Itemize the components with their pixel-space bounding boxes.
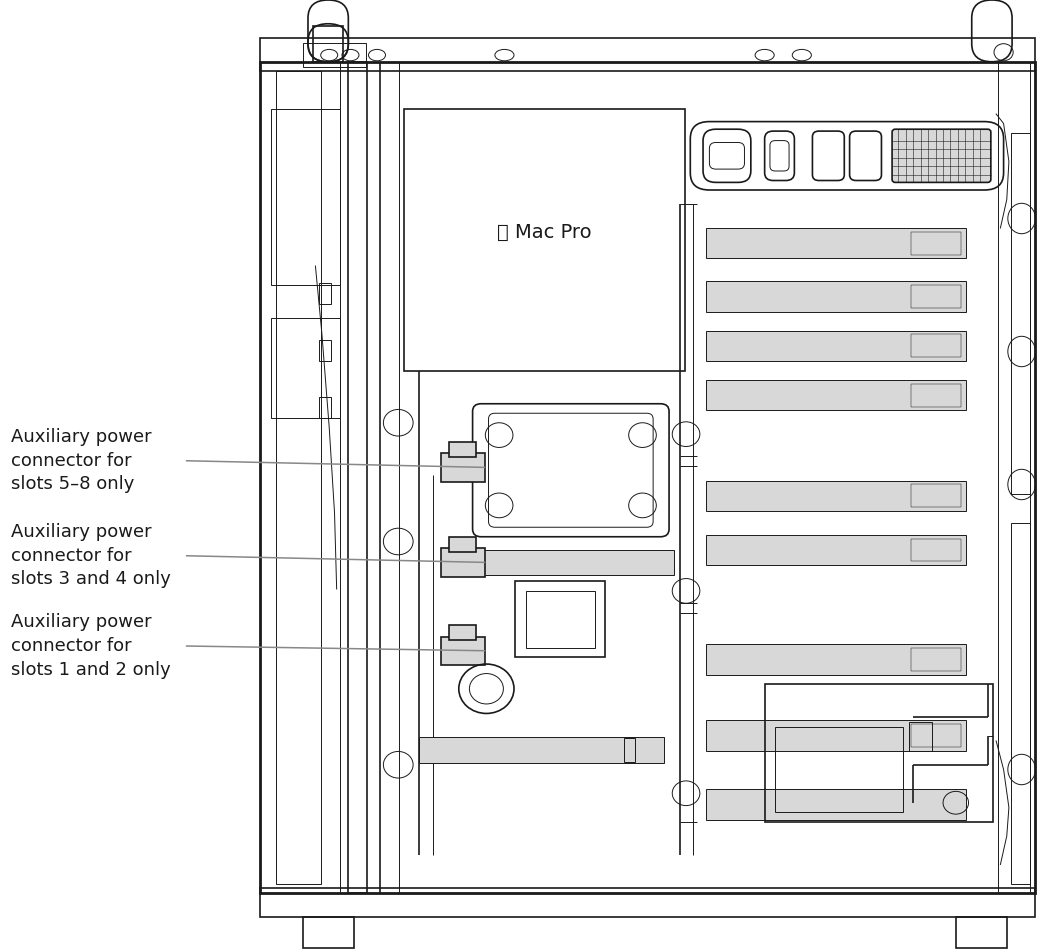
FancyBboxPatch shape bbox=[449, 537, 476, 552]
FancyBboxPatch shape bbox=[706, 720, 966, 750]
Text: Auxiliary power
connector for
slots 1 and 2 only: Auxiliary power connector for slots 1 an… bbox=[11, 614, 170, 678]
FancyBboxPatch shape bbox=[706, 380, 966, 410]
Text: Auxiliary power
connector for
slots 3 and 4 only: Auxiliary power connector for slots 3 an… bbox=[11, 523, 171, 588]
FancyBboxPatch shape bbox=[706, 535, 966, 565]
FancyBboxPatch shape bbox=[892, 129, 991, 182]
FancyBboxPatch shape bbox=[706, 228, 966, 258]
Text:  Mac Pro:  Mac Pro bbox=[497, 223, 593, 242]
FancyBboxPatch shape bbox=[706, 281, 966, 312]
FancyBboxPatch shape bbox=[449, 442, 476, 457]
FancyBboxPatch shape bbox=[441, 548, 485, 577]
FancyBboxPatch shape bbox=[441, 453, 485, 482]
FancyBboxPatch shape bbox=[419, 737, 664, 763]
FancyBboxPatch shape bbox=[706, 331, 966, 361]
FancyBboxPatch shape bbox=[706, 481, 966, 511]
FancyBboxPatch shape bbox=[441, 636, 485, 665]
FancyBboxPatch shape bbox=[467, 550, 674, 575]
FancyBboxPatch shape bbox=[449, 625, 476, 640]
FancyBboxPatch shape bbox=[706, 789, 966, 820]
Text: Auxiliary power
connector for
slots 5–8 only: Auxiliary power connector for slots 5–8 … bbox=[11, 428, 151, 493]
FancyBboxPatch shape bbox=[706, 644, 966, 674]
